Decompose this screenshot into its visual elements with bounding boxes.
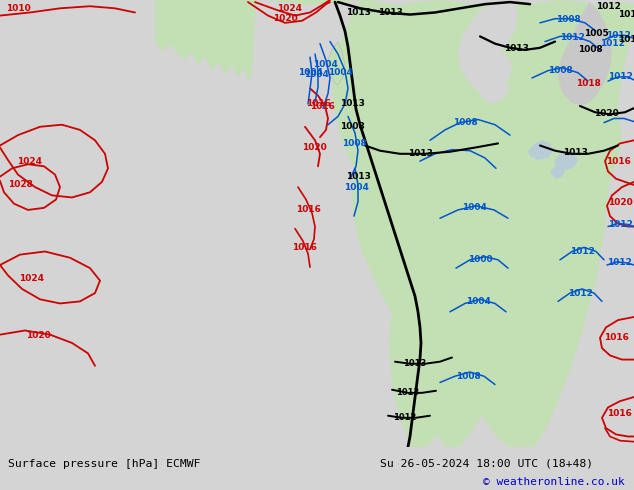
Text: 1016: 1016 xyxy=(295,205,320,215)
Text: 1004: 1004 xyxy=(313,60,337,69)
Text: 1016: 1016 xyxy=(309,101,335,111)
Text: 1008: 1008 xyxy=(340,122,365,131)
Text: 1028: 1028 xyxy=(8,180,32,190)
Text: 1013: 1013 xyxy=(396,389,420,397)
Text: 1020: 1020 xyxy=(302,143,327,152)
Text: 1010: 1010 xyxy=(6,4,30,13)
Text: 1020: 1020 xyxy=(273,14,297,23)
Text: 1008: 1008 xyxy=(453,118,477,127)
Polygon shape xyxy=(328,42,345,85)
Text: 1012: 1012 xyxy=(595,2,621,11)
Polygon shape xyxy=(528,140,553,160)
Text: 1012: 1012 xyxy=(560,33,585,42)
Text: 1016: 1016 xyxy=(292,243,316,252)
Text: 1024: 1024 xyxy=(278,4,302,13)
Text: 1016: 1016 xyxy=(607,409,631,418)
Text: 1008: 1008 xyxy=(555,15,580,24)
Text: 1004: 1004 xyxy=(297,68,323,77)
Polygon shape xyxy=(458,0,518,104)
Text: 1004: 1004 xyxy=(344,183,368,192)
Polygon shape xyxy=(550,166,565,179)
Text: 1012: 1012 xyxy=(605,31,630,40)
Text: 1012: 1012 xyxy=(567,289,592,297)
Text: 1004: 1004 xyxy=(465,297,491,306)
Text: 1012: 1012 xyxy=(607,73,633,81)
Text: 1013: 1013 xyxy=(378,8,403,17)
Text: 1005: 1005 xyxy=(584,29,609,38)
Polygon shape xyxy=(554,151,578,171)
Text: 1012: 1012 xyxy=(393,413,417,422)
Polygon shape xyxy=(155,0,634,447)
Text: 1016: 1016 xyxy=(604,333,628,342)
Text: 1013: 1013 xyxy=(408,149,432,158)
Text: 1013: 1013 xyxy=(403,359,427,368)
Text: 1024: 1024 xyxy=(20,274,44,283)
Text: 1012: 1012 xyxy=(607,220,633,229)
Text: 1016: 1016 xyxy=(605,157,630,166)
Text: 1000: 1000 xyxy=(468,255,493,264)
Text: 1012: 1012 xyxy=(600,39,624,48)
Text: 1008: 1008 xyxy=(456,372,481,381)
Text: 1013: 1013 xyxy=(346,172,370,181)
Text: 1020: 1020 xyxy=(607,198,632,207)
Text: 1016: 1016 xyxy=(306,99,330,108)
Text: 1008: 1008 xyxy=(578,46,602,54)
Text: 1013: 1013 xyxy=(562,148,588,157)
Text: © weatheronline.co.uk: © weatheronline.co.uk xyxy=(482,477,624,487)
Text: 1013: 1013 xyxy=(346,8,370,17)
Text: 1018: 1018 xyxy=(576,78,600,88)
Text: 1020: 1020 xyxy=(25,331,50,340)
Text: Su 26-05-2024 18:00 UTC (18+48): Su 26-05-2024 18:00 UTC (18+48) xyxy=(380,459,593,469)
Text: 1024: 1024 xyxy=(18,157,42,166)
Polygon shape xyxy=(558,2,612,106)
Text: Surface pressure [hPa] ECMWF: Surface pressure [hPa] ECMWF xyxy=(8,459,200,469)
Text: 1020: 1020 xyxy=(593,109,618,118)
Text: 1013: 1013 xyxy=(340,99,365,108)
Text: 1004: 1004 xyxy=(328,68,353,77)
Text: 1012: 1012 xyxy=(607,258,631,268)
Text: 1013: 1013 xyxy=(618,35,634,44)
Text: 1013: 1013 xyxy=(618,10,634,19)
Text: 1004: 1004 xyxy=(304,71,328,79)
Text: 1008: 1008 xyxy=(342,139,366,148)
Text: 1004: 1004 xyxy=(462,203,486,212)
Text: 1012: 1012 xyxy=(569,247,595,256)
Text: 1008: 1008 xyxy=(548,66,573,75)
Polygon shape xyxy=(155,0,256,81)
Text: 1013: 1013 xyxy=(503,45,528,53)
